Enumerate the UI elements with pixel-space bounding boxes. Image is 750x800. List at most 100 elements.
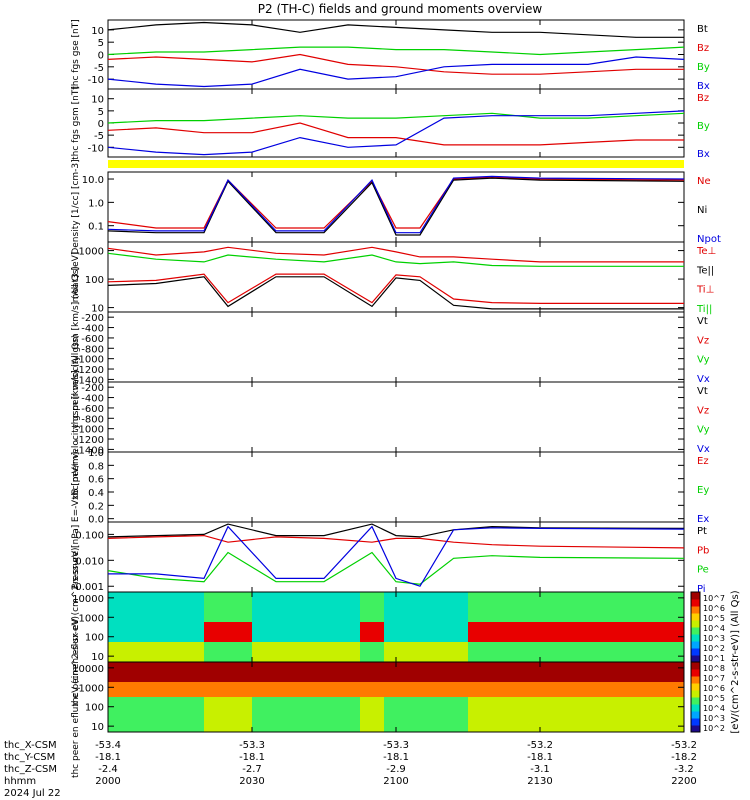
- spectrogram-cell: [300, 677, 313, 683]
- spectrogram-cell: [468, 722, 481, 728]
- spectrogram-cell: [564, 717, 577, 723]
- spectrogram-cell: [480, 712, 493, 718]
- y-tick-label: 1000: [79, 613, 104, 624]
- spectrogram-cell: [156, 622, 169, 628]
- spectrogram-cell: [408, 712, 421, 718]
- spectrogram-cell: [612, 622, 625, 628]
- spectrogram-cell: [468, 612, 481, 618]
- spectrogram-cell: [216, 712, 229, 718]
- spectrogram-cell: [240, 717, 253, 723]
- legend-entry: Npot: [697, 234, 721, 245]
- spectrogram-cell: [240, 667, 253, 673]
- legend-entry: Ni: [697, 205, 707, 216]
- spectrogram-cell: [192, 632, 205, 638]
- panel-frame: [107, 311, 685, 383]
- spectrogram-cell: [168, 722, 181, 728]
- spectrogram-cell: [600, 592, 613, 598]
- spectrogram-cell: [144, 727, 157, 733]
- spectrogram-cell: [600, 702, 613, 708]
- spectrogram-cell: [108, 652, 121, 658]
- spectrogram-cell: [432, 602, 445, 608]
- spectrogram-cell: [288, 702, 301, 708]
- spectrogram-cell: [516, 722, 529, 728]
- spectrogram-cell: [216, 722, 229, 728]
- spectrogram-cell: [408, 657, 421, 663]
- spectrogram-cell: [108, 607, 121, 613]
- spectrogram-cell: [456, 602, 469, 608]
- spectrogram-cell: [444, 707, 457, 713]
- spectrogram-cell: [540, 647, 553, 653]
- spectrogram-cell: [312, 602, 325, 608]
- spectrogram-cell: [204, 712, 217, 718]
- spectrogram-cell: [156, 722, 169, 728]
- spectrogram-cell: [588, 602, 601, 608]
- spectrogram-cell: [648, 662, 661, 668]
- spectrogram-cell: [132, 622, 145, 628]
- spectrogram-cell: [228, 682, 241, 688]
- spectrogram-cell: [120, 662, 133, 668]
- spectrogram-cell: [204, 667, 217, 673]
- spectrogram-cell: [552, 672, 565, 678]
- spectrogram-cell: [564, 702, 577, 708]
- spectrogram-cell: [660, 627, 673, 633]
- x-row-value: -53.4: [95, 740, 121, 751]
- spectrogram-cell: [468, 682, 481, 688]
- legend-entry: Pe: [697, 565, 709, 576]
- spectrogram-cell: [108, 702, 121, 708]
- spectrogram-cell: [552, 597, 565, 603]
- spectrogram-cell: [360, 677, 373, 683]
- series-line-Ni: [107, 177, 685, 236]
- spectrogram-cell: [480, 692, 493, 698]
- colorbar-cell: [691, 648, 700, 656]
- spectrogram-cell: [432, 722, 445, 728]
- spectrogram-cell: [108, 632, 121, 638]
- spectrogram-cell: [648, 597, 661, 603]
- spectrogram-cell: [168, 727, 181, 733]
- spectrogram-cell: [384, 692, 397, 698]
- spectrogram-cell: [648, 637, 661, 643]
- spectrogram-cell: [192, 617, 205, 623]
- spectrogram-cell: [372, 607, 385, 613]
- spectrogram-cell: [456, 607, 469, 613]
- spectrogram-cell: [468, 717, 481, 723]
- colorbar-cell: [691, 683, 700, 691]
- spectrogram-cell: [672, 662, 685, 668]
- spectrogram-cell: [264, 667, 277, 673]
- spectrogram-cell: [264, 707, 277, 713]
- spectrogram-cell: [576, 717, 589, 723]
- spectrogram-cell: [564, 637, 577, 643]
- spectrogram-cell: [156, 632, 169, 638]
- spectrogram-cell: [564, 612, 577, 618]
- spectrogram-cell: [432, 652, 445, 658]
- spectrogram-cell: [396, 657, 409, 663]
- spectrogram-cell: [552, 727, 565, 733]
- spectrogram-cell: [324, 712, 337, 718]
- spectrogram-cell: [180, 697, 193, 703]
- spectrogram-cell: [504, 617, 517, 623]
- spectrogram-cell: [588, 687, 601, 693]
- y-tick-label: 0.010: [75, 556, 104, 567]
- spectrogram-cell: [252, 682, 265, 688]
- spectrogram-cell: [444, 727, 457, 733]
- spectrogram-cell: [288, 627, 301, 633]
- spectrogram-cell: [156, 662, 169, 668]
- spectrogram-cell: [276, 727, 289, 733]
- spectrogram-cell: [336, 632, 349, 638]
- spectrogram-cell: [228, 672, 241, 678]
- spectrogram-cell: [636, 657, 649, 663]
- spectrogram-cell: [444, 672, 457, 678]
- spectrogram-cell: [168, 697, 181, 703]
- spectrogram-cell: [372, 677, 385, 683]
- spectrogram-cell: [312, 707, 325, 713]
- spectrogram-cell: [552, 642, 565, 648]
- spectrogram-cell: [372, 622, 385, 628]
- spectrogram-cell: [492, 622, 505, 628]
- spectrogram-cell: [252, 687, 265, 693]
- spectrogram-cell: [576, 637, 589, 643]
- spectrogram-cell: [540, 657, 553, 663]
- spectrogram-cell: [468, 687, 481, 693]
- spectrogram-cell: [468, 667, 481, 673]
- spectrogram-cell: [576, 692, 589, 698]
- spectrogram-cell: [408, 702, 421, 708]
- spectrogram-cell: [384, 727, 397, 733]
